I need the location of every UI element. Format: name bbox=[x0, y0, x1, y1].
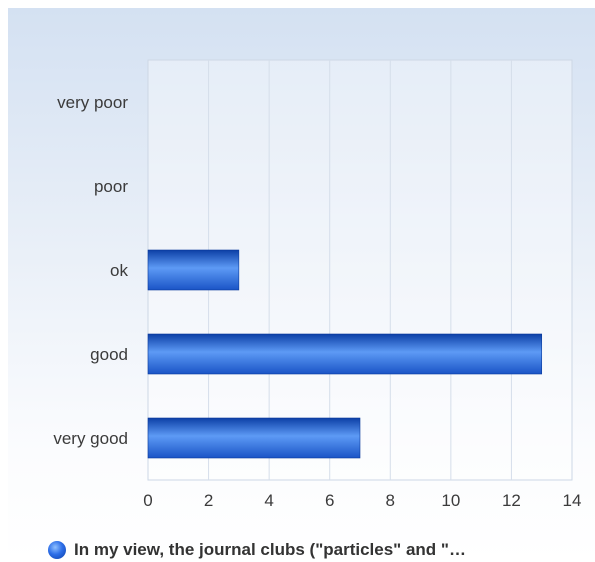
category-label: ok bbox=[110, 261, 128, 280]
category-label: poor bbox=[94, 177, 128, 196]
x-tick-label: 4 bbox=[264, 491, 273, 510]
chart-background bbox=[8, 8, 595, 562]
bar[interactable] bbox=[147, 333, 543, 375]
x-tick-label: 12 bbox=[502, 491, 521, 510]
legend-label: In my view, the journal clubs ("particle… bbox=[74, 540, 466, 559]
bar[interactable] bbox=[147, 249, 240, 291]
x-tick-labels: 0 2 4 6 8 10 12 14 bbox=[143, 491, 581, 510]
x-tick-label: 14 bbox=[563, 491, 582, 510]
legend: In my view, the journal clubs ("particle… bbox=[48, 538, 593, 562]
gridlines bbox=[208, 60, 512, 480]
category-label: very poor bbox=[57, 93, 128, 112]
x-tick-label: 6 bbox=[325, 491, 334, 510]
x-tick-label: 10 bbox=[441, 491, 460, 510]
category-labels: very poor poor ok good very good bbox=[53, 93, 128, 448]
legend-swatch-icon bbox=[48, 541, 66, 559]
x-tick-label: 8 bbox=[386, 491, 395, 510]
x-tick-label: 0 bbox=[143, 491, 152, 510]
x-tick-label: 2 bbox=[204, 491, 213, 510]
category-label: very good bbox=[53, 429, 128, 448]
bar[interactable] bbox=[147, 417, 361, 459]
category-label: good bbox=[90, 345, 128, 364]
bars bbox=[147, 249, 543, 459]
